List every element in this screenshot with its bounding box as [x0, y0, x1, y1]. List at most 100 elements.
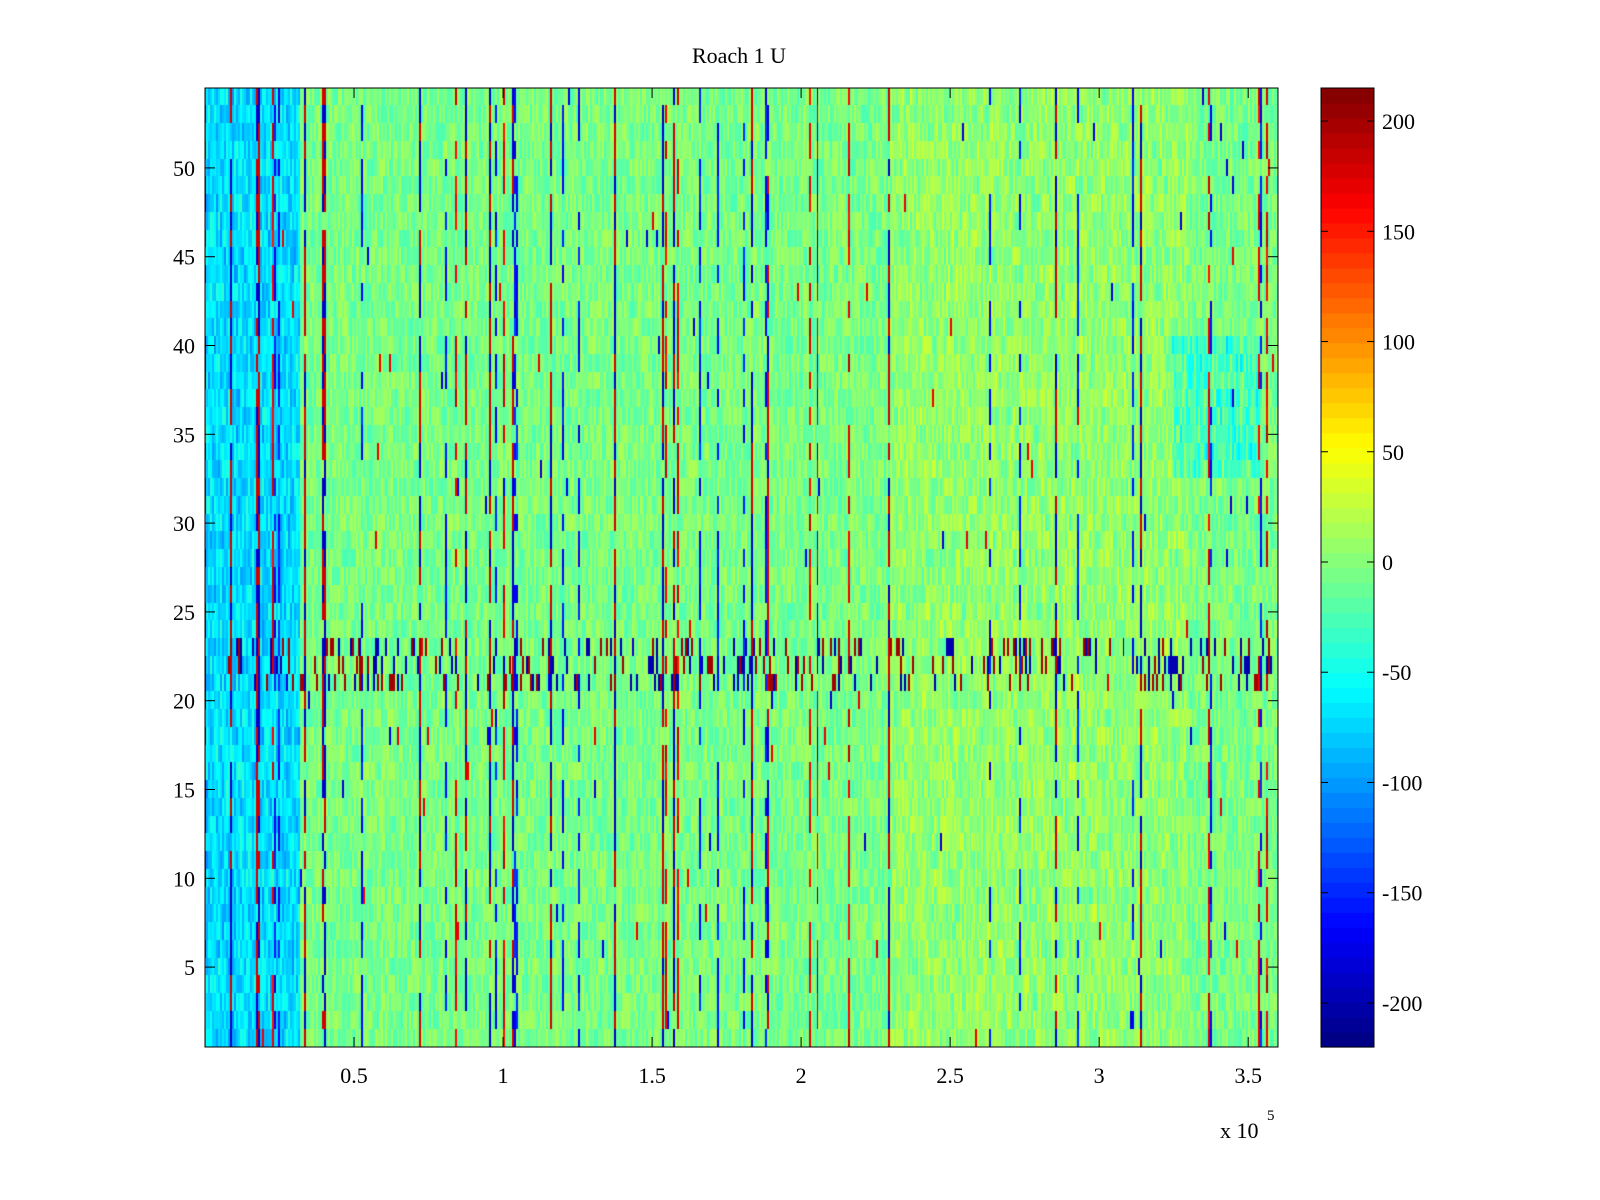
y-tick-label: 15 — [173, 777, 195, 802]
colorbar-step — [1321, 132, 1374, 149]
colorbar-step — [1321, 222, 1374, 239]
colorbar-step — [1321, 957, 1374, 973]
colorbar-step — [1321, 162, 1374, 179]
heatmap-image — [205, 88, 1278, 1047]
colorbar-step — [1321, 717, 1374, 733]
x-tick-label: 1 — [498, 1063, 509, 1088]
plot-area — [205, 88, 1278, 1047]
colorbar-step — [1321, 192, 1374, 209]
x-tick-label: 3 — [1094, 1063, 1105, 1088]
colorbar-step — [1321, 477, 1374, 494]
colorbar-step — [1321, 372, 1374, 389]
colorbar: 200 150 100 50 0 -50 -100 -150 -200 — [1320, 87, 1422, 1048]
colorbar-step — [1321, 987, 1374, 1003]
colorbar-tick-label: 0 — [1382, 550, 1393, 575]
y-tick-label: 5 — [184, 955, 195, 980]
colorbar-step — [1321, 837, 1374, 853]
colorbar-step — [1321, 462, 1374, 479]
colorbar-step — [1321, 88, 1374, 104]
axes-frame — [204, 87, 1279, 1048]
colorbar-tick-label: 150 — [1382, 219, 1415, 244]
colorbar-step — [1321, 702, 1374, 718]
colorbar-step — [1321, 537, 1374, 554]
colorbar-step — [1321, 447, 1374, 464]
colorbar-step — [1321, 882, 1374, 898]
colorbar-tick-label: -200 — [1382, 991, 1422, 1016]
colorbar-step — [1321, 342, 1374, 359]
y-tick-label: 25 — [173, 600, 195, 625]
colorbar-step — [1321, 102, 1374, 119]
colorbar-step — [1321, 1017, 1374, 1033]
colorbar-step — [1321, 612, 1374, 629]
x-tick-label: 2 — [796, 1063, 807, 1088]
colorbar-step — [1321, 402, 1374, 419]
colorbar-step — [1321, 642, 1374, 659]
x-tick-label: 3.5 — [1234, 1063, 1262, 1088]
y-tick-label: 45 — [173, 245, 195, 270]
colorbar-tick-label: -50 — [1382, 660, 1411, 685]
colorbar-step — [1321, 1032, 1374, 1048]
colorbar-step — [1321, 432, 1374, 449]
colorbar-step — [1321, 912, 1374, 928]
colorbar-step — [1321, 552, 1374, 569]
colorbar-step — [1321, 777, 1374, 793]
colorbar-tick-label: 100 — [1382, 330, 1415, 355]
colorbar-step — [1321, 327, 1374, 344]
colorbar-step — [1321, 267, 1374, 284]
colorbar-tick-label: 200 — [1382, 109, 1415, 134]
colorbar-step — [1321, 792, 1374, 808]
y-tick-label: 10 — [173, 866, 195, 891]
colorbar-tick-label: 50 — [1382, 440, 1404, 465]
y-tick-label: 35 — [173, 422, 195, 447]
colorbar-step — [1321, 297, 1374, 314]
colorbar-step — [1321, 207, 1374, 224]
colorbar-step — [1321, 762, 1374, 778]
colorbar-step — [1321, 582, 1374, 599]
x-tick-label: 0.5 — [340, 1063, 368, 1088]
colorbar-step — [1321, 657, 1374, 673]
colorbar-step — [1321, 252, 1374, 269]
colorbar-tick-label: -100 — [1382, 770, 1422, 795]
colorbar-step — [1321, 147, 1374, 164]
colorbar-step — [1321, 867, 1374, 883]
colorbar-step — [1321, 897, 1374, 913]
x-tick-label: 2.5 — [936, 1063, 964, 1088]
colorbar-step — [1321, 417, 1374, 434]
colorbar-step — [1321, 672, 1374, 688]
colorbar-step — [1321, 852, 1374, 868]
y-tick-label: 50 — [173, 156, 195, 181]
colorbar-step — [1321, 492, 1374, 509]
chart-title: Roach 1 U — [692, 43, 786, 68]
colorbar-step — [1321, 117, 1374, 134]
colorbar-step — [1321, 312, 1374, 329]
x-tick-label: 1.5 — [638, 1063, 666, 1088]
colorbar-frame — [1320, 87, 1375, 1048]
colorbar-step — [1321, 942, 1374, 958]
colorbar-step — [1321, 747, 1374, 763]
colorbar-step — [1321, 732, 1374, 748]
colorbar-step — [1321, 507, 1374, 524]
colorbar-step — [1321, 807, 1374, 823]
y-tick-label: 30 — [173, 511, 195, 536]
colorbar-step — [1321, 972, 1374, 988]
x-exponent-power: 5 — [1267, 1108, 1275, 1124]
colorbar-step — [1321, 927, 1374, 943]
colorbar-step — [1321, 822, 1374, 838]
colorbar-step — [1321, 567, 1374, 584]
colorbar-step — [1321, 282, 1374, 299]
colorbar-step — [1321, 357, 1374, 374]
colorbar-step — [1321, 522, 1374, 539]
colorbar-step — [1321, 627, 1374, 644]
colorbar-step — [1321, 237, 1374, 254]
colorbar-step — [1321, 597, 1374, 614]
colorbar-step — [1321, 177, 1374, 194]
colorbar-step — [1321, 687, 1374, 703]
y-tick-label: 20 — [173, 689, 195, 714]
colorbar-step — [1321, 387, 1374, 404]
colorbar-tick-label: -150 — [1382, 881, 1422, 906]
axes: 0.5 1 1.5 2 2.5 3 3.5 5 10 15 20 25 30 35 40 45 50 — [173, 87, 1279, 1088]
y-tick-label: 40 — [173, 334, 195, 359]
colorbar-step — [1321, 1002, 1374, 1018]
x-exponent-label: x 10 — [1220, 1118, 1259, 1143]
